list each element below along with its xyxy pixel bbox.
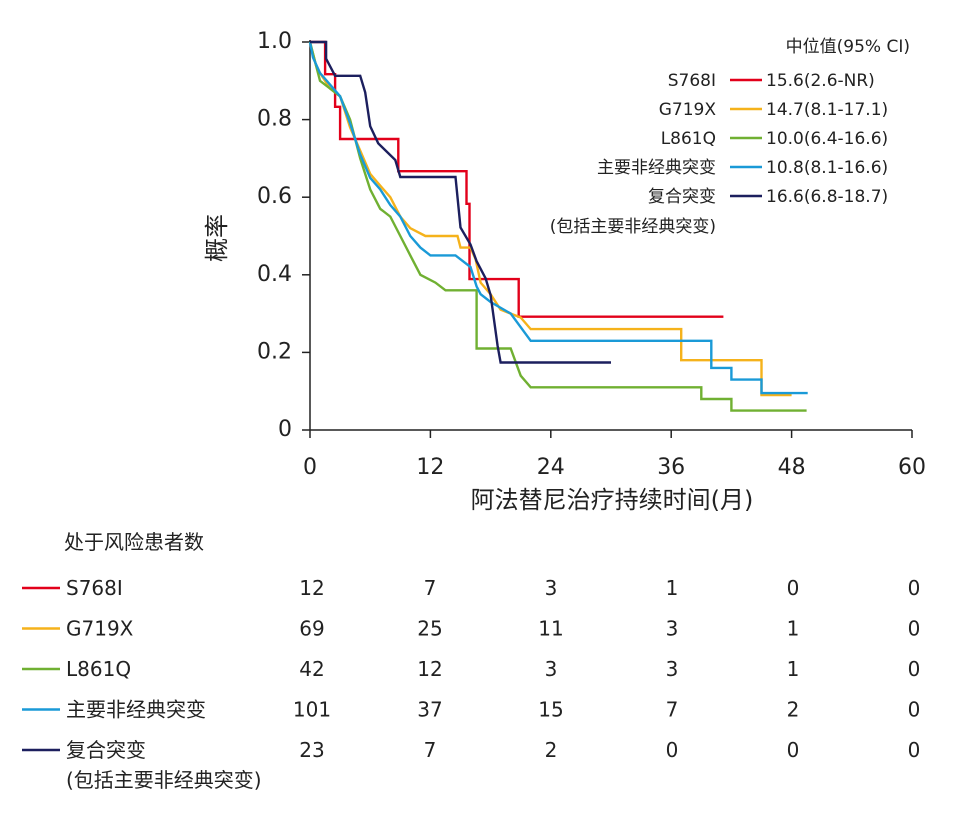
risk-row-label: 主要非经典突变 xyxy=(66,698,206,722)
risk-cell: 23 xyxy=(299,738,324,762)
legend-title: 中位值(95% CI) xyxy=(786,37,910,57)
x-tick-label: 60 xyxy=(898,455,926,480)
legend-series-name: S768I xyxy=(668,71,716,91)
risk-cell: 1 xyxy=(666,576,679,600)
y-tick-label: 1.0 xyxy=(257,29,292,54)
risk-cell: 3 xyxy=(666,657,679,681)
risk-table: S768I 12 7 3 1 0 0 G719X 69 25 11 3 1 0 L861Q 42 12 3 3 1 0 主… xyxy=(22,576,920,792)
risk-table-title: 处于风险患者数 xyxy=(64,530,204,554)
risk-cell: 7 xyxy=(666,698,679,722)
y-tick-label: 0.6 xyxy=(257,184,292,209)
legend-median-ci: 10.0(6.4-16.6) xyxy=(766,129,888,149)
y-axis-title: 概率 xyxy=(203,214,231,262)
risk-cell: 3 xyxy=(666,617,679,641)
risk-cell: 0 xyxy=(908,576,921,600)
risk-cell: 0 xyxy=(787,576,800,600)
y-tick-label: 0.2 xyxy=(257,339,292,364)
y-tick-label: 0.4 xyxy=(257,262,292,287)
risk-cell: 0 xyxy=(908,738,921,762)
risk-cell: 25 xyxy=(417,617,442,641)
legend-series-name: L861Q xyxy=(661,129,716,149)
risk-cell: 11 xyxy=(538,617,563,641)
risk-cell: 7 xyxy=(424,576,437,600)
risk-cell: 37 xyxy=(417,698,442,722)
x-tick-label: 12 xyxy=(416,455,444,480)
risk-cell: 42 xyxy=(299,657,324,681)
legend: S768I 15.6(2.6-NR) G719X 14.7(8.1-17.1) L861… xyxy=(597,71,888,207)
legend-median-ci: 15.6(2.6-NR) xyxy=(766,71,875,91)
legend-series-name: 复合突变 xyxy=(648,187,716,207)
risk-row-label: G719X xyxy=(66,617,134,641)
x-tick-label: 36 xyxy=(657,455,685,480)
x-ticks: 0 12 24 36 48 60 xyxy=(303,430,926,480)
legend-series-name: G719X xyxy=(659,100,717,120)
risk-cell: 3 xyxy=(545,576,558,600)
risk-row-sublabel: (包括主要非经典突变) xyxy=(66,768,262,792)
risk-row-label: 复合突变 xyxy=(66,738,146,762)
legend-note: (包括主要非经典突变) xyxy=(550,217,716,237)
risk-cell: 12 xyxy=(299,576,324,600)
y-tick-label: 0.8 xyxy=(257,107,292,132)
risk-cell: 3 xyxy=(545,657,558,681)
legend-median-ci: 14.7(8.1-17.1) xyxy=(766,100,888,120)
risk-cell: 69 xyxy=(299,617,324,641)
risk-cell: 0 xyxy=(908,657,921,681)
risk-cell: 0 xyxy=(666,738,679,762)
risk-cell: 1 xyxy=(787,657,800,681)
legend-series-name: 主要非经典突变 xyxy=(597,158,716,178)
y-ticks: 0 0.2 0.4 0.6 0.8 1.0 xyxy=(257,29,310,442)
survival-curves xyxy=(308,40,808,412)
risk-cell: 0 xyxy=(787,738,800,762)
risk-cell: 1 xyxy=(787,617,800,641)
risk-cell: 15 xyxy=(538,698,563,722)
risk-cell: 101 xyxy=(293,698,331,722)
legend-median-ci: 10.8(8.1-16.6) xyxy=(766,158,888,178)
legend-median-ci: 16.6(6.8-18.7) xyxy=(766,187,888,207)
x-tick-label: 0 xyxy=(303,455,317,480)
x-tick-label: 48 xyxy=(778,455,806,480)
risk-cell: 2 xyxy=(545,738,558,762)
x-tick-label: 24 xyxy=(537,455,565,480)
series-line-4 xyxy=(310,40,611,364)
series-line-3 xyxy=(308,41,808,395)
risk-cell: 2 xyxy=(787,698,800,722)
risk-cell: 0 xyxy=(908,698,921,722)
risk-cell: 0 xyxy=(908,617,921,641)
risk-row-label: L861Q xyxy=(66,657,131,681)
risk-cell: 7 xyxy=(424,738,437,762)
x-axis-title: 阿法替尼治疗持续时间(月) xyxy=(471,486,754,514)
risk-row-label: S768I xyxy=(66,576,123,600)
y-tick-label: 0 xyxy=(278,417,292,442)
series-line-0 xyxy=(310,40,724,318)
risk-cell: 12 xyxy=(417,657,442,681)
